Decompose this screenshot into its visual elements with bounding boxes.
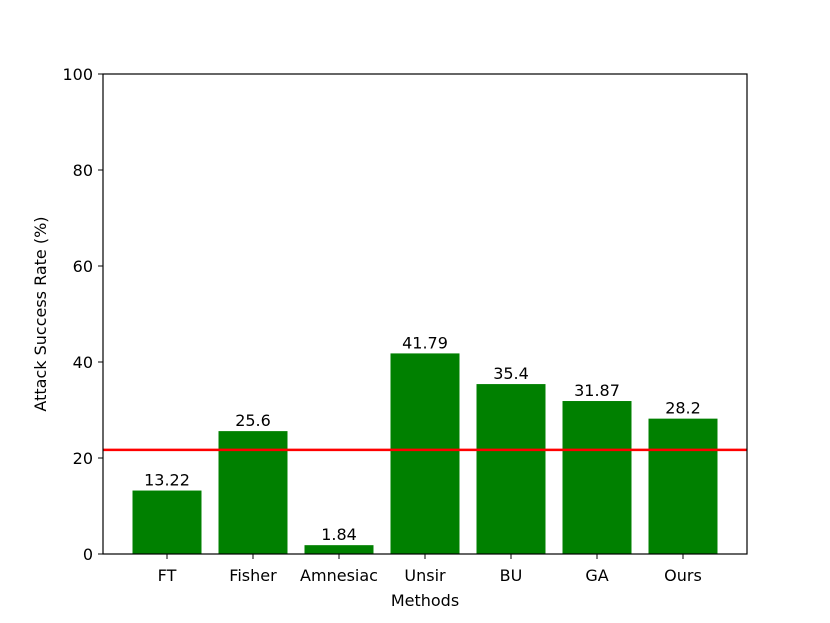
y-axis-label: Attack Success Rate (%) — [31, 216, 50, 411]
y-tick-label: 100 — [62, 65, 93, 84]
x-tick-label: GA — [585, 566, 608, 585]
bar-value-label: 31.87 — [574, 381, 620, 400]
y-tick-label: 20 — [73, 449, 93, 468]
bar-ft — [132, 490, 202, 554]
bar-bu — [476, 384, 546, 554]
x-axis-label: Methods — [391, 591, 459, 610]
y-tick-label: 0 — [83, 545, 93, 564]
bar-ours — [648, 418, 718, 554]
x-tick-label: Unsir — [404, 566, 446, 585]
bar-value-labels: 13.22 25.6 1.84 41.79 35.4 31.87 28.2 — [144, 333, 701, 544]
bar-value-label: 25.6 — [235, 411, 271, 430]
bar-ga — [562, 401, 632, 554]
y-axis-ticks: 0 20 40 60 80 100 — [62, 65, 103, 564]
y-tick-label: 80 — [73, 161, 93, 180]
y-tick-label: 40 — [73, 353, 93, 372]
bar-unsir — [390, 353, 460, 554]
x-tick-label: Amnesiac — [300, 566, 378, 585]
bar-amnesiac — [304, 545, 374, 554]
x-tick-label: FT — [158, 566, 177, 585]
bars-layer — [132, 353, 718, 554]
bar-value-label: 35.4 — [493, 364, 529, 383]
x-axis-ticks: FT Fisher Amnesiac Unsir BU GA Ours — [158, 554, 702, 585]
x-tick-label: BU — [500, 566, 523, 585]
bar-value-label: 41.79 — [402, 333, 448, 352]
bar-value-label: 1.84 — [321, 525, 357, 544]
x-tick-label: Ours — [664, 566, 702, 585]
x-tick-label: Fisher — [229, 566, 277, 585]
bar-fisher — [218, 431, 288, 554]
y-tick-label: 60 — [73, 257, 93, 276]
bar-value-label: 28.2 — [665, 399, 701, 418]
bar-value-label: 13.22 — [144, 471, 190, 490]
